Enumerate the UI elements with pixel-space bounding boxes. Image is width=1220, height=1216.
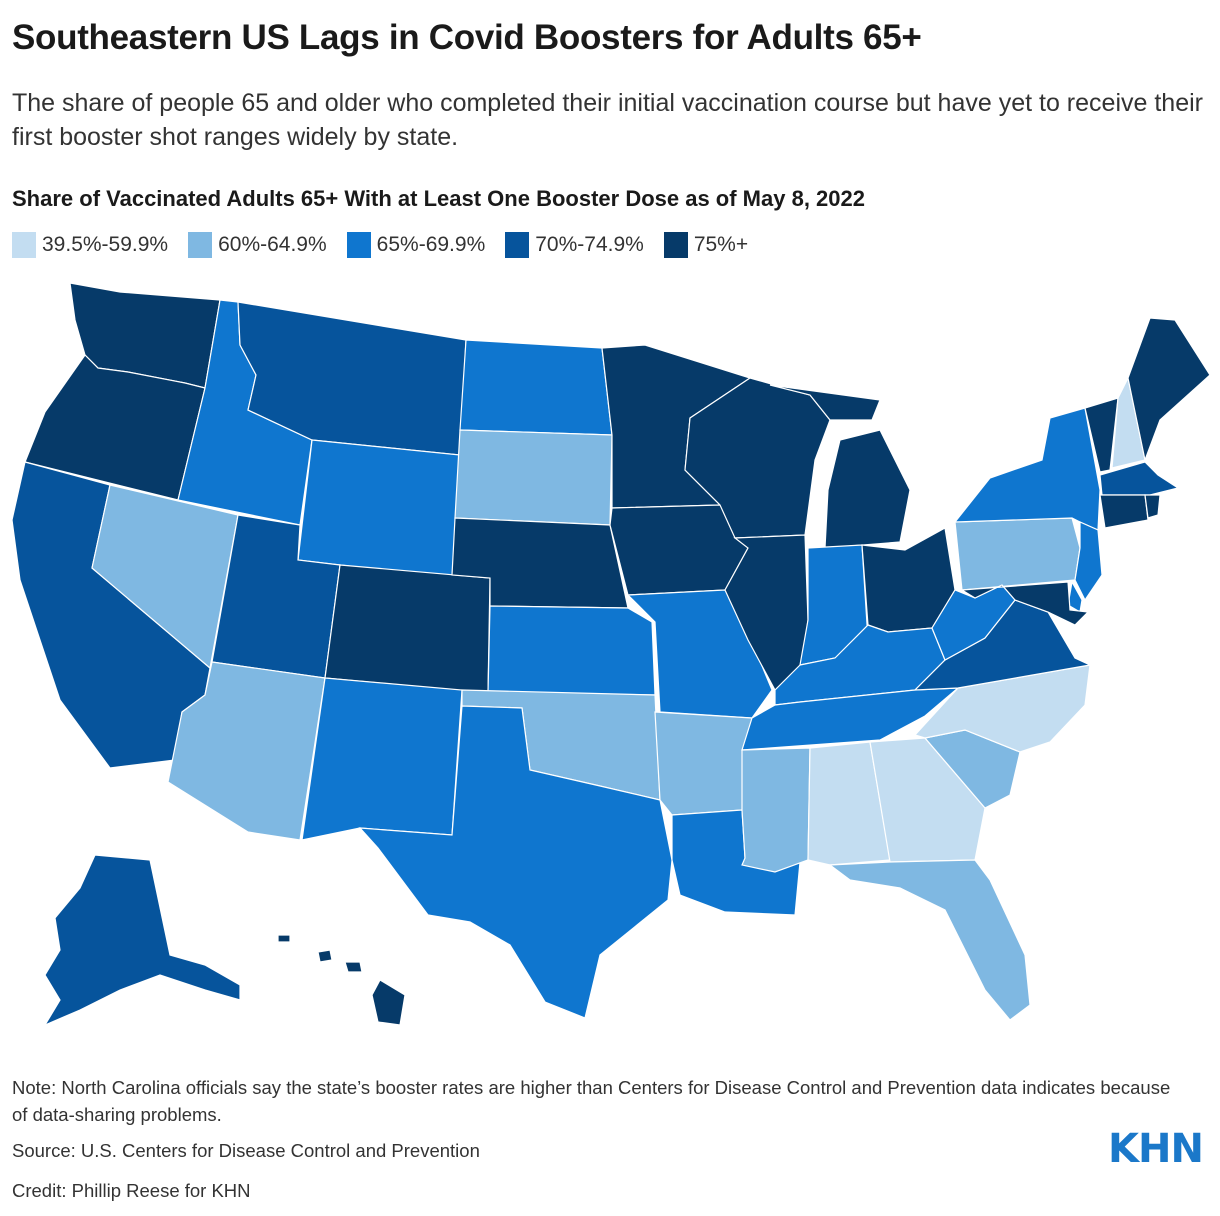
legend-label: 39.5%-59.9% [42,233,169,256]
legend-item: 60%-64.9% [188,232,327,258]
state-wyoming[interactable] [297,439,461,579]
map-title: Share of Vaccinated Adults 65+ With at L… [12,186,865,211]
state-colorado[interactable] [324,564,491,694]
state-mississippi[interactable] [741,747,811,873]
state-texas[interactable] [358,705,673,1019]
legend-item: 39.5%-59.9% [12,232,168,258]
legend-label: 75%+ [693,233,749,256]
us-states-map [11,282,1211,1027]
credit-line: Credit: Phillip Reese for KHN [12,1180,251,1201]
khn-logo: KHN [1108,1126,1204,1172]
source-line: Source: U.S. Centers for Disease Control… [12,1140,480,1161]
legend-label: 70%-74.9% [535,233,644,256]
state-connecticut[interactable] [1099,494,1149,529]
state-new-york[interactable] [953,407,1101,531]
legend-item: 75%+ [663,232,749,258]
legend: 39.5%-59.9% 60%-64.9% 65%-69.9% 70%-74.9… [12,232,748,258]
legend-label: 60%-64.9% [218,233,327,256]
state-hawaii[interactable] [277,934,406,1026]
state-maryland[interactable] [960,581,1090,626]
legend-item: 70%-74.9% [505,232,644,258]
state-maine[interactable] [1127,317,1211,463]
state-pennsylvania[interactable] [954,517,1081,591]
state-rhode-island[interactable] [1144,494,1161,519]
legend-swatch [505,232,530,258]
state-new-jersey[interactable] [1074,521,1103,602]
state-arkansas[interactable] [654,711,753,816]
footnote: Note: North Carolina officials say the s… [12,1077,1171,1125]
state-north-dakota[interactable] [459,339,613,436]
chart-title: Southeastern US Lags in Covid Boosters f… [12,18,922,57]
legend-item: 65%-69.9% [346,232,486,258]
state-kansas[interactable] [487,605,656,696]
legend-swatch [663,232,688,258]
state-nevada[interactable] [91,484,239,670]
state-georgia[interactable] [869,737,986,863]
state-alabama[interactable] [807,741,891,866]
chart-subtitle: The share of people 65 and older who com… [12,89,1203,151]
state-michigan[interactable] [769,384,911,549]
legend-swatch [346,232,371,258]
state-new-mexico[interactable] [301,677,463,841]
state-south-dakota[interactable] [454,429,613,526]
state-vermont[interactable] [1084,397,1119,473]
legend-swatch [188,232,213,258]
state-florida[interactable] [828,859,1031,1021]
state-alaska[interactable] [43,854,241,1027]
legend-label: 65%-69.9% [376,233,486,256]
legend-swatch [12,232,36,258]
